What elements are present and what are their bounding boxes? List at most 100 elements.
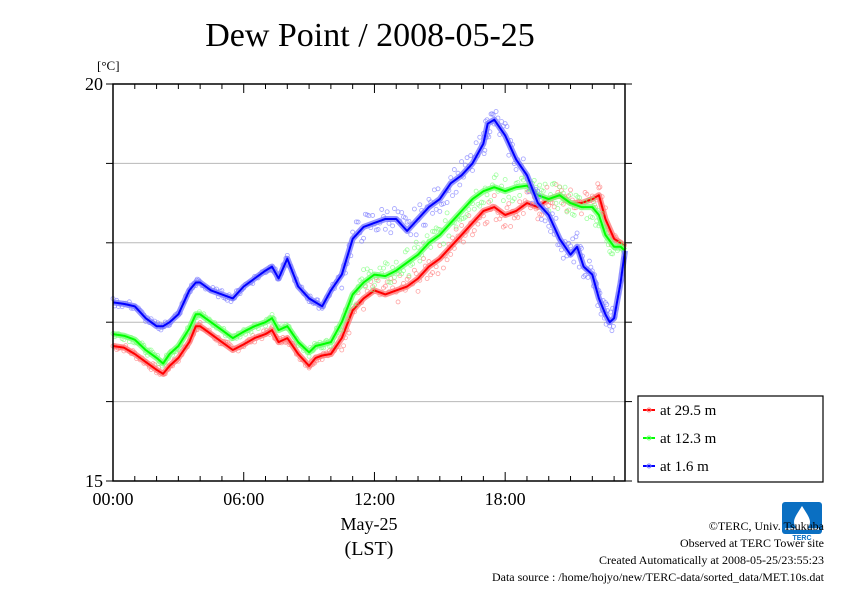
series-point xyxy=(506,152,512,158)
series-point xyxy=(406,274,412,280)
series-point xyxy=(502,177,508,182)
x-tick-label: 12:00 xyxy=(354,489,395,509)
series-point xyxy=(473,140,479,146)
series-point xyxy=(559,200,564,206)
series-point xyxy=(388,230,394,236)
series-point xyxy=(448,252,454,257)
legend: at 29.5 m at 12.3 m at 1.6 m xyxy=(637,395,824,483)
series-point xyxy=(395,299,401,305)
series-point xyxy=(553,215,559,221)
y-axis-label: [°C] xyxy=(97,58,120,73)
series-point xyxy=(610,323,616,329)
series-point xyxy=(461,239,466,245)
series-point xyxy=(415,244,421,250)
series-point xyxy=(413,271,419,276)
series-point xyxy=(587,258,592,264)
series-point xyxy=(488,198,494,203)
series-point xyxy=(406,218,412,224)
series-point xyxy=(499,119,504,124)
series-point xyxy=(353,301,359,307)
credit-copyright: ©TERC, Univ. Tsukuba xyxy=(708,519,824,533)
series-point xyxy=(609,328,615,334)
series-point xyxy=(537,182,543,188)
series-2 xyxy=(110,109,628,334)
series-point xyxy=(417,258,423,264)
x-tick-label: 00:00 xyxy=(92,489,133,509)
series-point xyxy=(471,206,477,212)
series-point xyxy=(370,213,376,218)
series-point xyxy=(457,182,463,188)
series-point xyxy=(470,232,475,238)
series-point xyxy=(493,172,499,178)
series-point xyxy=(589,215,595,220)
legend-marker xyxy=(646,435,652,441)
series-point xyxy=(566,207,572,213)
series-point xyxy=(542,218,548,224)
series-point xyxy=(500,198,506,204)
series-point xyxy=(610,251,616,257)
series-point xyxy=(517,193,523,198)
legend-marker xyxy=(646,463,652,469)
chart-title: Dew Point / 2008-05-25 xyxy=(205,17,535,54)
legend-label: at 1.6 m xyxy=(660,459,709,475)
series-point xyxy=(346,330,352,336)
series-point xyxy=(431,229,437,235)
series-point xyxy=(595,181,601,187)
series-point xyxy=(484,219,490,225)
series-point xyxy=(574,230,580,236)
series-point xyxy=(382,226,388,232)
series-point xyxy=(584,216,590,222)
series-point xyxy=(504,205,510,211)
series-point xyxy=(468,153,474,158)
series-point xyxy=(417,202,423,208)
legend-label: at 12.3 m xyxy=(660,431,717,447)
series-line xyxy=(112,184,626,365)
series-point xyxy=(557,184,563,190)
legend-box xyxy=(637,395,824,483)
series-point xyxy=(593,222,598,228)
series-point xyxy=(408,232,414,238)
logo-text: TERC xyxy=(792,535,811,542)
legend-label: at 29.5 m xyxy=(660,403,717,419)
series-point xyxy=(530,200,535,206)
series-point xyxy=(555,242,561,248)
series-point xyxy=(604,302,610,307)
series-point xyxy=(584,191,590,197)
series-point xyxy=(368,268,374,274)
series-point xyxy=(520,211,526,216)
series-point xyxy=(475,221,481,227)
series-point xyxy=(451,167,457,172)
series-point xyxy=(441,265,446,271)
series-point xyxy=(477,203,483,209)
series-point xyxy=(470,168,475,173)
series-point xyxy=(430,210,435,216)
series-point xyxy=(430,270,435,275)
series-point xyxy=(361,235,366,241)
water-drop-icon xyxy=(794,506,810,530)
series-point xyxy=(392,274,397,280)
series-point xyxy=(415,288,421,294)
credit-source: Data source : /home/hojyo/new/TERC-data/… xyxy=(491,570,824,584)
series-point xyxy=(542,181,548,187)
series-point xyxy=(350,229,356,235)
series-point xyxy=(568,187,573,193)
series-point xyxy=(411,206,417,212)
series-point xyxy=(459,223,464,228)
series-point xyxy=(471,228,477,233)
series-point xyxy=(393,259,399,265)
series-line xyxy=(112,118,626,328)
series-point xyxy=(424,276,430,281)
series-point xyxy=(339,285,345,291)
series-point xyxy=(591,196,596,202)
series-point xyxy=(481,151,487,157)
series-point xyxy=(444,210,450,216)
series-point xyxy=(402,215,408,221)
series-point xyxy=(424,233,430,239)
series-point xyxy=(555,206,561,211)
legend-marker xyxy=(646,407,652,413)
series-point xyxy=(540,188,546,194)
x-axis-date-label: May-25 xyxy=(341,514,398,534)
series-point xyxy=(453,226,459,232)
series-point xyxy=(464,155,470,161)
